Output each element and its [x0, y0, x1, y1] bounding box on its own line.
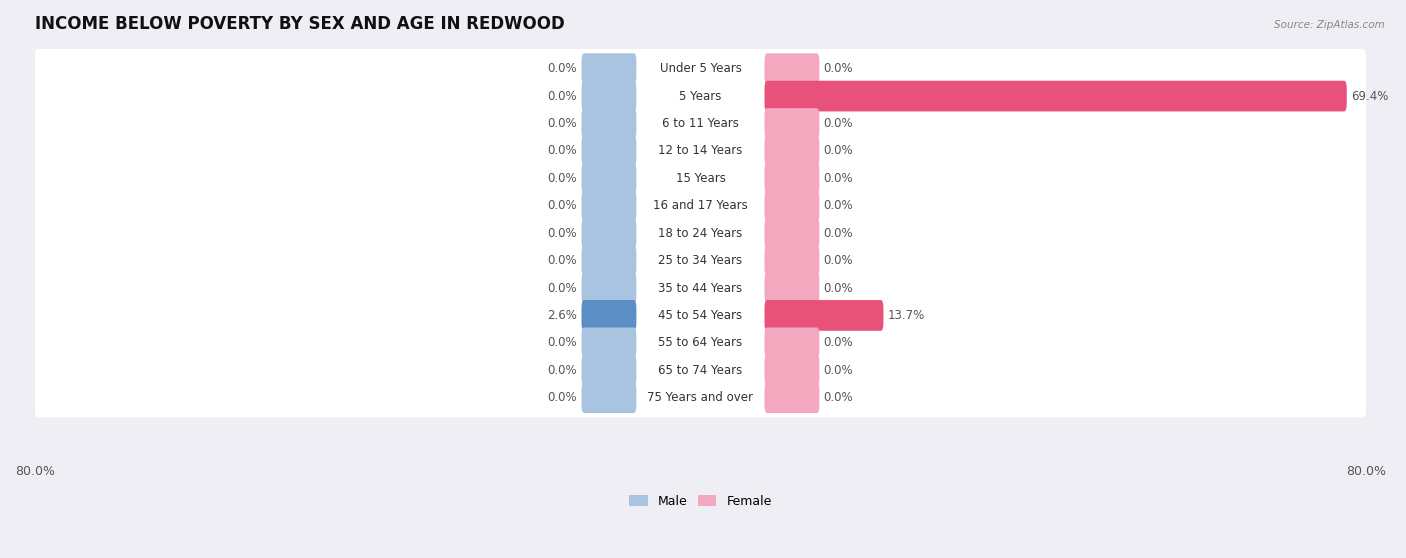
Text: 0.0%: 0.0%: [824, 227, 853, 240]
Text: 16 and 17 Years: 16 and 17 Years: [652, 199, 748, 212]
Text: 0.0%: 0.0%: [824, 172, 853, 185]
Legend: Male, Female: Male, Female: [624, 490, 776, 513]
Text: 0.0%: 0.0%: [824, 254, 853, 267]
Text: 15 Years: 15 Years: [675, 172, 725, 185]
Text: 0.0%: 0.0%: [548, 336, 578, 349]
Text: 0.0%: 0.0%: [548, 90, 578, 103]
FancyBboxPatch shape: [34, 49, 1367, 88]
Text: Source: ZipAtlas.com: Source: ZipAtlas.com: [1274, 20, 1385, 30]
FancyBboxPatch shape: [34, 323, 1367, 363]
FancyBboxPatch shape: [582, 328, 637, 358]
FancyBboxPatch shape: [34, 76, 1367, 116]
FancyBboxPatch shape: [34, 268, 1367, 308]
Text: 12 to 14 Years: 12 to 14 Years: [658, 145, 742, 157]
Text: 0.0%: 0.0%: [824, 62, 853, 75]
Text: INCOME BELOW POVERTY BY SEX AND AGE IN REDWOOD: INCOME BELOW POVERTY BY SEX AND AGE IN R…: [35, 15, 565, 33]
FancyBboxPatch shape: [582, 190, 637, 221]
FancyBboxPatch shape: [765, 81, 1347, 112]
FancyBboxPatch shape: [582, 163, 637, 194]
Text: 0.0%: 0.0%: [824, 336, 853, 349]
FancyBboxPatch shape: [582, 81, 637, 112]
Text: 25 to 34 Years: 25 to 34 Years: [658, 254, 742, 267]
Text: 13.7%: 13.7%: [887, 309, 925, 322]
Text: 0.0%: 0.0%: [548, 391, 578, 404]
FancyBboxPatch shape: [582, 54, 637, 84]
Text: 0.0%: 0.0%: [824, 145, 853, 157]
Text: 0.0%: 0.0%: [548, 227, 578, 240]
FancyBboxPatch shape: [765, 190, 820, 221]
FancyBboxPatch shape: [765, 245, 820, 276]
Text: 0.0%: 0.0%: [824, 391, 853, 404]
FancyBboxPatch shape: [765, 218, 820, 248]
FancyBboxPatch shape: [582, 300, 637, 331]
Text: 55 to 64 Years: 55 to 64 Years: [658, 336, 742, 349]
Text: 0.0%: 0.0%: [824, 199, 853, 212]
FancyBboxPatch shape: [34, 241, 1367, 280]
FancyBboxPatch shape: [765, 54, 820, 84]
Text: 0.0%: 0.0%: [824, 281, 853, 295]
FancyBboxPatch shape: [34, 131, 1367, 171]
FancyBboxPatch shape: [34, 104, 1367, 143]
Text: 0.0%: 0.0%: [548, 62, 578, 75]
FancyBboxPatch shape: [34, 378, 1367, 417]
FancyBboxPatch shape: [582, 108, 637, 139]
Text: 0.0%: 0.0%: [548, 364, 578, 377]
FancyBboxPatch shape: [765, 382, 820, 413]
FancyBboxPatch shape: [34, 186, 1367, 225]
FancyBboxPatch shape: [765, 136, 820, 166]
FancyBboxPatch shape: [765, 355, 820, 386]
Text: 69.4%: 69.4%: [1351, 90, 1388, 103]
Text: 0.0%: 0.0%: [548, 199, 578, 212]
FancyBboxPatch shape: [582, 136, 637, 166]
FancyBboxPatch shape: [582, 245, 637, 276]
FancyBboxPatch shape: [765, 273, 820, 304]
FancyBboxPatch shape: [765, 300, 883, 331]
Text: 0.0%: 0.0%: [548, 281, 578, 295]
FancyBboxPatch shape: [582, 218, 637, 248]
Text: 0.0%: 0.0%: [824, 364, 853, 377]
FancyBboxPatch shape: [765, 108, 820, 139]
FancyBboxPatch shape: [582, 382, 637, 413]
Text: 45 to 54 Years: 45 to 54 Years: [658, 309, 742, 322]
FancyBboxPatch shape: [582, 355, 637, 386]
Text: Under 5 Years: Under 5 Years: [659, 62, 741, 75]
FancyBboxPatch shape: [765, 163, 820, 194]
Text: 6 to 11 Years: 6 to 11 Years: [662, 117, 740, 130]
FancyBboxPatch shape: [34, 213, 1367, 253]
Text: 65 to 74 Years: 65 to 74 Years: [658, 364, 742, 377]
FancyBboxPatch shape: [34, 158, 1367, 198]
Text: 75 Years and over: 75 Years and over: [647, 391, 754, 404]
Text: 2.6%: 2.6%: [547, 309, 578, 322]
Text: 5 Years: 5 Years: [679, 90, 721, 103]
Text: 0.0%: 0.0%: [548, 117, 578, 130]
Text: 18 to 24 Years: 18 to 24 Years: [658, 227, 742, 240]
Text: 0.0%: 0.0%: [824, 117, 853, 130]
FancyBboxPatch shape: [582, 273, 637, 304]
Text: 0.0%: 0.0%: [548, 254, 578, 267]
Text: 0.0%: 0.0%: [548, 172, 578, 185]
FancyBboxPatch shape: [34, 350, 1367, 390]
FancyBboxPatch shape: [34, 296, 1367, 335]
Text: 0.0%: 0.0%: [548, 145, 578, 157]
Text: 35 to 44 Years: 35 to 44 Years: [658, 281, 742, 295]
FancyBboxPatch shape: [765, 328, 820, 358]
